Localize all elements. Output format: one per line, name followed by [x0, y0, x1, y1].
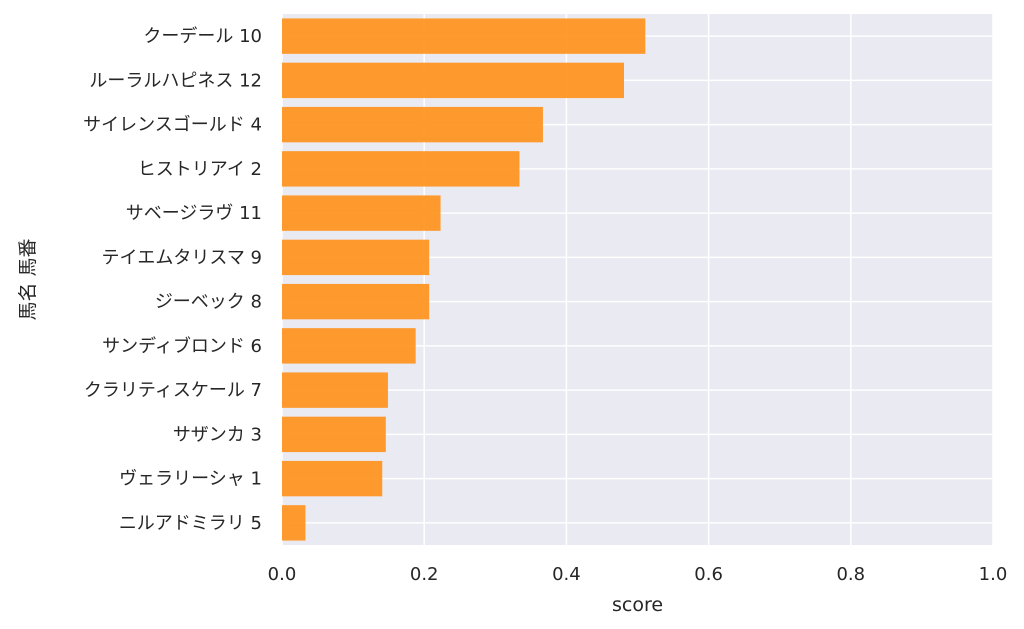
- bar: [282, 328, 416, 364]
- x-tick-label: 0.2: [410, 564, 439, 585]
- category-label: サイレンスゴールド 4: [83, 115, 262, 136]
- bar: [282, 505, 306, 541]
- bar: [282, 18, 646, 54]
- plot-area: [282, 14, 993, 545]
- category-label: ヴェラリーシャ 1: [119, 469, 262, 490]
- category-label: ルーラルハピネス 12: [89, 70, 262, 91]
- x-axis-label: score: [612, 594, 663, 616]
- bar: [282, 239, 430, 276]
- x-tick-label: 0.0: [268, 564, 297, 585]
- x-tick-label: 0.6: [694, 564, 723, 585]
- bar: [282, 372, 388, 408]
- bar: [282, 106, 543, 143]
- category-label: サベージラヴ 11: [126, 203, 262, 224]
- y-axis-label: 馬名 馬番: [17, 238, 39, 320]
- bar: [282, 283, 430, 320]
- category-label: クラリティスケール 7: [84, 380, 262, 401]
- bar: [282, 460, 383, 497]
- x-tick-label: 0.4: [552, 564, 581, 585]
- category-label: ニルアドミラリ 5: [119, 513, 262, 534]
- x-tick-labels: 0.0 0.2 0.4 0.6 0.8 1.0: [268, 564, 1008, 585]
- category-label: サンディブロンド 6: [102, 335, 262, 357]
- category-label: クーデール 10: [143, 26, 262, 47]
- x-tick-label: 0.8: [836, 564, 865, 585]
- bar: [282, 195, 441, 231]
- category-label: ヒストリアイ 2: [138, 159, 262, 180]
- category-labels: クーデール 10 ルーラルハピネス 12 サイレンスゴールド 4 ヒストリアイ 2 サベ…: [83, 26, 262, 534]
- bar: [282, 151, 520, 187]
- bar: [282, 416, 386, 453]
- category-label: ジーベック 8: [155, 292, 262, 313]
- bars: [282, 18, 646, 541]
- x-tick-label: 1.0: [979, 564, 1008, 585]
- category-label: テイエムタリスマ 9: [102, 247, 262, 268]
- category-label: サザンカ 3: [173, 424, 262, 445]
- bar: [282, 62, 624, 99]
